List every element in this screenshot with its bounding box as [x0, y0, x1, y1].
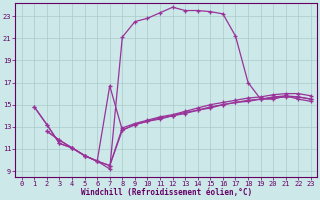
X-axis label: Windchill (Refroidissement éolien,°C): Windchill (Refroidissement éolien,°C) [81, 188, 252, 197]
